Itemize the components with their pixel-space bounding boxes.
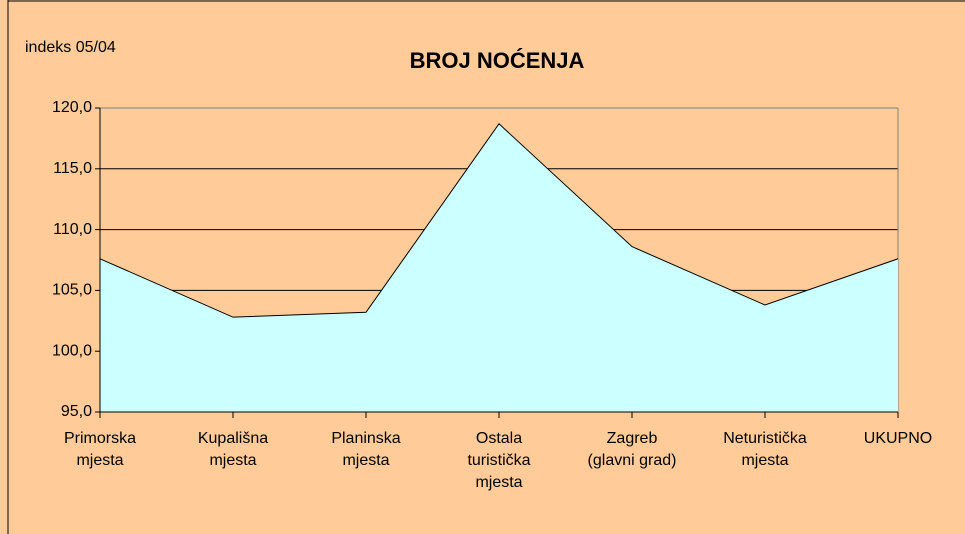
y-tick-label: 100,0 bbox=[52, 342, 92, 359]
x-tick-label: Planinska mjesta bbox=[331, 430, 401, 469]
area bbox=[100, 123, 898, 413]
x-tick-label: Neturistička mjesta bbox=[723, 430, 807, 469]
x-tick-label: UKUPNO bbox=[863, 430, 933, 447]
x-tick-label: Zagreb (glavni grad) bbox=[587, 430, 677, 469]
y-tick-label: 115,0 bbox=[53, 160, 92, 177]
y-tick-label: 95,0 bbox=[61, 403, 92, 420]
x-tick-label: Ostala turistička mjesta bbox=[467, 430, 531, 491]
subtitle: indeks 05/04 bbox=[25, 39, 116, 56]
chart-title: BROJ NOĆENJA bbox=[410, 48, 585, 73]
area-outline bbox=[99, 123, 899, 318]
x-tick-label: Kupališna mjesta bbox=[197, 430, 269, 469]
x-tick-label: Primorska mjesta bbox=[63, 430, 136, 469]
y-tick-label: 110,0 bbox=[53, 221, 92, 238]
y-tick-label: 105,0 bbox=[52, 282, 92, 299]
y-tick-label: 120,0 bbox=[52, 99, 92, 116]
